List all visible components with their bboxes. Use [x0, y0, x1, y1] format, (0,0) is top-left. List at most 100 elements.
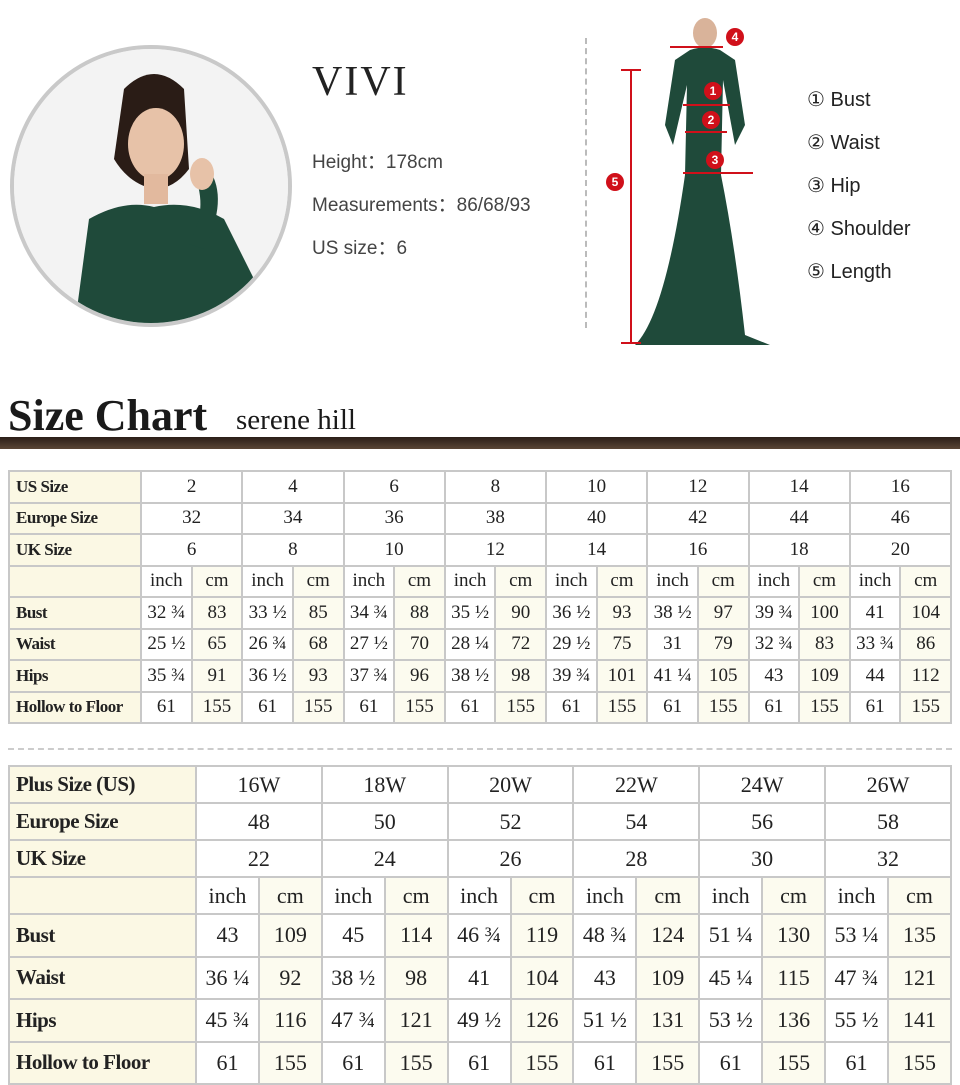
row-label: UK Size	[8, 533, 142, 567]
cm-cell: 119	[509, 913, 575, 958]
unit-cm: cm	[635, 876, 701, 915]
size-cell: 16	[848, 470, 953, 504]
cm-cell: 75	[595, 627, 649, 661]
size-cell: 12	[646, 470, 750, 504]
inch-cell: 61	[195, 1040, 260, 1085]
size-row: Europe Size 48 50 52 54 56 58	[8, 802, 952, 841]
unit-inch: inch	[320, 876, 386, 915]
cm-cell: 92	[257, 955, 323, 1000]
size-cell: 6	[139, 533, 244, 567]
inch-cell: 51 ½	[572, 998, 638, 1043]
size-cell: 58	[824, 802, 952, 841]
cm-cell: 105	[696, 659, 750, 693]
unit-cm: cm	[899, 564, 952, 598]
row-label: UK Size	[8, 839, 197, 878]
unit-cm: cm	[798, 564, 851, 598]
cm-cell: 93	[291, 659, 345, 693]
cm-cell: 155	[393, 690, 446, 724]
cm-cell: 155	[696, 690, 750, 724]
inch-cell: 47 ¾	[824, 955, 889, 1000]
legend-bust: ① Bust	[807, 89, 871, 111]
inch-cell: 41	[848, 596, 902, 630]
unit-inch: inch	[195, 876, 260, 915]
inch-cell: 48 ¾	[572, 913, 638, 958]
inch-cell: 37 ¾	[342, 659, 396, 693]
cm-cell: 131	[635, 998, 701, 1043]
unit-inch: inch	[747, 564, 801, 598]
inch-cell: 61	[572, 1040, 638, 1085]
size-cell: 42	[646, 501, 750, 535]
size-cell: 20	[848, 533, 953, 567]
cm-cell: 83	[798, 627, 851, 661]
inch-cell: 36 ½	[545, 596, 598, 630]
size-cell: 14	[544, 533, 649, 567]
inch-cell: 27 ½	[342, 627, 396, 661]
inch-cell: 38 ½	[320, 955, 386, 1000]
row-label: Bust	[8, 596, 142, 630]
size-cell: 4	[241, 470, 345, 504]
plus-size-table: Plus Size (US) 16W 18W 20W 22W 24W 26W Europe S…	[8, 765, 953, 1085]
size-cell: 10	[342, 533, 446, 567]
cm-cell: 155	[257, 1040, 323, 1085]
model-name: VIVI	[312, 59, 409, 105]
inch-cell: 55 ½	[824, 998, 889, 1043]
unit-cm: cm	[393, 564, 446, 598]
dress-measurement-figure: 1 2 3 4 5	[606, 18, 770, 345]
inch-cell: 33 ½	[241, 596, 294, 630]
inch-cell: 61	[848, 690, 902, 724]
cm-cell: 124	[635, 913, 701, 958]
inch-cell: 35 ¾	[140, 659, 193, 693]
size-cell: 28	[572, 839, 701, 878]
cm-cell: 155	[886, 1040, 953, 1085]
cm-cell: 79	[696, 627, 750, 661]
marker-5: 5	[612, 175, 619, 189]
size-row: US Size 2 4 6 8 10 12 14 16	[8, 470, 953, 504]
inch-cell: 61	[443, 690, 497, 724]
cm-cell: 155	[761, 1040, 827, 1085]
inch-cell: 43	[572, 955, 638, 1000]
inch-cell: 61	[342, 690, 396, 724]
inch-cell: 26 ¾	[241, 627, 294, 661]
row-label: Europe Size	[8, 802, 197, 841]
size-chart-title: Size Chart	[8, 391, 208, 440]
cm-cell: 135	[886, 913, 953, 958]
unit-cm: cm	[696, 564, 750, 598]
size-row: Europe Size 32 34 36 38 40 42 44 46	[8, 501, 953, 535]
cm-cell: 104	[509, 955, 575, 1000]
model-us-size: US size：6	[312, 238, 408, 259]
measure-row: Hips 45 ¾ 116 47 ¾ 121 49 ½ 126 51 ½ 131 53 ½ 136 5…	[8, 998, 953, 1043]
unit-inch: inch	[824, 876, 889, 915]
size-cell: 2	[139, 470, 244, 504]
cm-cell: 155	[509, 1040, 575, 1085]
inch-cell: 29 ½	[545, 627, 598, 661]
row-label: Plus Size (US)	[8, 765, 197, 804]
size-cell: 8	[443, 470, 548, 504]
size-cell: 6	[342, 470, 446, 504]
size-cell: 32	[139, 501, 244, 535]
inch-cell: 41	[446, 955, 512, 1000]
inch-cell: 28 ¼	[443, 627, 497, 661]
measure-row: Bust 32 ¾ 83 33 ½ 85 34 ¾ 88 35 ½ 90 36 ½ 93 38 ½ 97…	[8, 596, 952, 630]
cm-cell: 155	[798, 690, 851, 724]
cm-cell: 109	[635, 955, 701, 1000]
size-cell: 16W	[195, 765, 323, 804]
size-cell: 48	[195, 802, 323, 841]
cm-cell: 112	[899, 659, 952, 693]
divider	[585, 38, 587, 328]
cm-cell: 155	[635, 1040, 701, 1085]
unit-inch: inch	[342, 564, 396, 598]
row-label: Hollow to Floor	[8, 690, 142, 724]
inch-cell: 53 ½	[698, 998, 764, 1043]
size-cell: 30	[698, 839, 827, 878]
model-height: Height：178cm	[312, 152, 443, 173]
size-cell: 22W	[572, 765, 701, 804]
unit-inch: inch	[446, 876, 512, 915]
inch-cell: 61	[320, 1040, 386, 1085]
inch-cell: 39 ¾	[747, 596, 801, 630]
cm-cell: 109	[257, 913, 323, 958]
size-cell: 22	[195, 839, 323, 878]
row-label-empty	[8, 876, 197, 915]
dashed-divider	[8, 748, 952, 750]
cm-cell: 72	[494, 627, 547, 661]
